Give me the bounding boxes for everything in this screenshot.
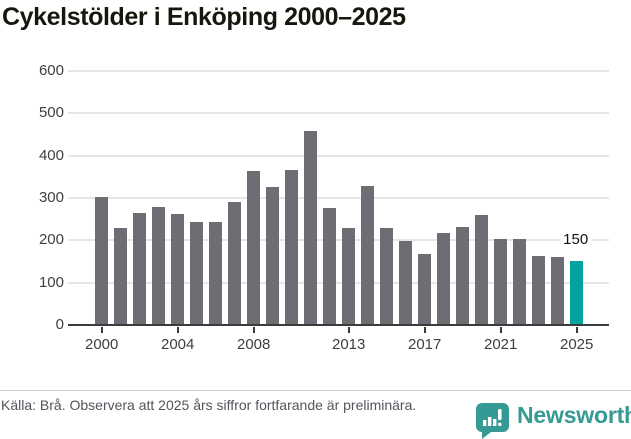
y-tick-label-100: 100 <box>38 273 64 291</box>
y-tick-label-600: 600 <box>38 62 64 79</box>
x-tick-2017 <box>423 327 426 333</box>
footer-divider <box>0 390 631 391</box>
x-tick-label-2004: 2004 <box>161 336 195 353</box>
bar-2021 <box>493 238 508 324</box>
x-tick-label-2025: 2025 <box>560 336 594 353</box>
gridline-200 <box>68 239 609 242</box>
bar-2016 <box>398 240 413 324</box>
bar-2003 <box>151 207 166 324</box>
newsworthy-speech-bubble-chart-icon <box>476 403 510 439</box>
x-tick-2004 <box>176 327 179 333</box>
x-tick-label-2021: 2021 <box>484 336 518 353</box>
bar-2014 <box>360 186 375 324</box>
newsworthy-logo[interactable]: Newsworthy <box>476 400 631 439</box>
bar-2005 <box>189 221 204 324</box>
x-tick-label-2017: 2017 <box>408 336 442 353</box>
bar-2017 <box>417 254 432 324</box>
x-tick-2021 <box>499 327 502 333</box>
bar-2018 <box>436 232 451 324</box>
bar-2020 <box>474 214 489 324</box>
x-tick-label-2000: 2000 <box>85 336 119 353</box>
plot-area: 150 <box>68 70 609 326</box>
gridline-600 <box>68 70 609 72</box>
highlight-value-label: 150 <box>560 230 592 248</box>
y-tick-label-300: 300 <box>38 189 64 206</box>
gridline-500 <box>68 112 609 115</box>
bar-2022 <box>512 238 527 324</box>
bar-2019 <box>455 227 470 324</box>
x-tick-label-2008: 2008 <box>237 336 271 353</box>
x-tick-2000 <box>100 327 103 333</box>
bar-2002 <box>132 213 147 324</box>
gridline-300 <box>68 197 609 199</box>
bar-2008 <box>246 171 261 324</box>
bar-2012 <box>322 208 337 324</box>
bar-2010 <box>284 169 299 324</box>
y-tick-label-200: 200 <box>38 231 64 249</box>
bar-2004 <box>170 213 185 324</box>
y-tick-label-0: 0 <box>55 316 64 333</box>
x-tick-label-2013: 2013 <box>332 336 366 353</box>
y-tick-label-500: 500 <box>38 104 64 122</box>
bar-2023 <box>531 255 546 324</box>
x-axis-line <box>68 324 609 326</box>
chart-title: Cykelstölder i Enköping 2000–2025 <box>2 3 406 31</box>
x-tick-2008 <box>252 327 255 333</box>
brand-name: Newsworthy <box>517 402 631 428</box>
source-note: Källa: Brå. Observera att 2025 års siffr… <box>1 397 417 413</box>
gridline-400 <box>68 154 609 157</box>
bar-2015 <box>379 228 394 324</box>
bar-2006 <box>208 221 223 324</box>
bar-2009 <box>265 186 280 324</box>
bar-2011 <box>303 131 318 324</box>
bar-2000 <box>94 197 109 324</box>
bar-2024 <box>550 257 565 324</box>
x-tick-2013 <box>347 327 350 333</box>
y-tick-label-400: 400 <box>38 146 64 164</box>
bar-2013 <box>341 228 356 324</box>
bar-2001 <box>113 228 128 324</box>
x-tick-2025 <box>575 327 578 333</box>
gridline-100 <box>68 281 609 284</box>
bar-2007 <box>227 201 242 324</box>
bar-2025 <box>569 260 584 324</box>
